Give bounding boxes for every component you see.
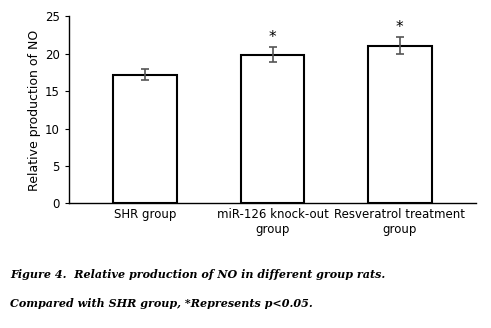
- Text: *: *: [396, 20, 404, 35]
- Text: *: *: [269, 30, 276, 45]
- Bar: [241, 54, 304, 203]
- Text: Compared with SHR group, *Represents p<0.05.: Compared with SHR group, *Represents p<0…: [10, 298, 313, 310]
- Y-axis label: Relative production of NO: Relative production of NO: [27, 29, 41, 191]
- Text: Figure 4.  Relative production of NO in different group rats.: Figure 4. Relative production of NO in d…: [10, 269, 385, 280]
- Bar: [368, 46, 432, 203]
- Bar: [113, 75, 177, 203]
